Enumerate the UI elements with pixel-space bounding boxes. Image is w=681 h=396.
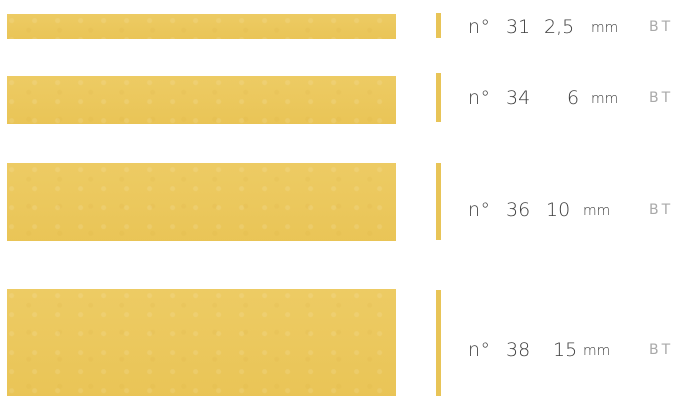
number-prefix: n° xyxy=(468,87,491,109)
width-value: 15 xyxy=(553,339,578,361)
width-unit: mm xyxy=(591,91,619,107)
pasta-number: 38 xyxy=(506,339,531,361)
width-unit: mm xyxy=(583,343,611,359)
width-unit: mm xyxy=(591,20,619,36)
pasta-strip-38 xyxy=(7,289,396,396)
number-prefix: n° xyxy=(468,16,491,38)
pasta-number: 34 xyxy=(506,87,531,109)
number-prefix: n° xyxy=(468,339,491,361)
pasta-strip-36 xyxy=(7,163,396,241)
pasta-edge-36 xyxy=(436,163,441,240)
number-prefix: n° xyxy=(468,199,491,221)
pasta-number: 36 xyxy=(506,199,531,221)
tag-label: BT xyxy=(649,202,674,218)
pasta-edge-31 xyxy=(436,13,441,38)
width-value: 10 xyxy=(546,199,571,221)
tag-label: BT xyxy=(649,342,674,358)
tag-label: BT xyxy=(649,90,674,106)
pasta-strip-31 xyxy=(7,14,396,39)
pasta-number: 31 xyxy=(506,16,531,38)
tag-label: BT xyxy=(649,19,674,35)
width-value: 2,5 xyxy=(544,16,575,38)
pasta-edge-38 xyxy=(436,290,441,396)
pasta-edge-34 xyxy=(436,73,441,122)
pasta-strip-34 xyxy=(7,76,396,124)
width-unit: mm xyxy=(583,203,611,219)
width-value: 6 xyxy=(567,87,580,109)
